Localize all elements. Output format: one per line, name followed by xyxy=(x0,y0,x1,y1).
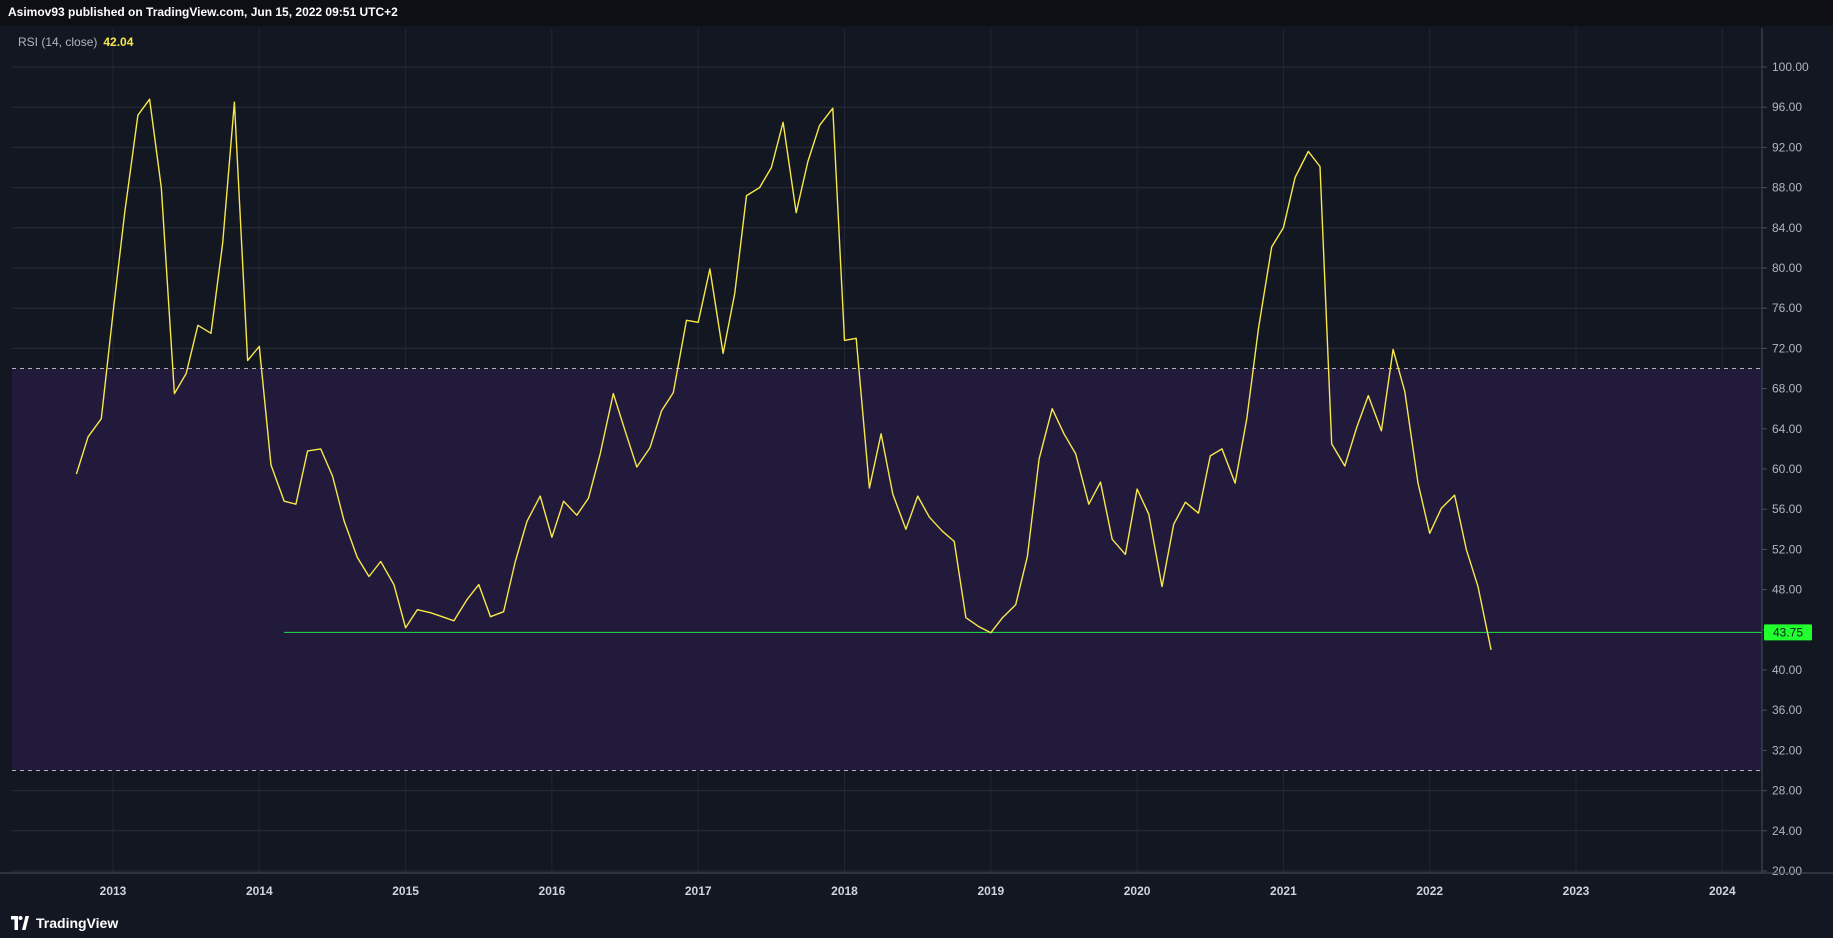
y-tick-label: 64.00 xyxy=(1772,422,1802,436)
x-tick-label: 2016 xyxy=(539,884,566,898)
y-tick-label: 36.00 xyxy=(1772,703,1802,717)
indicator-value: 42.04 xyxy=(103,35,134,49)
y-tick-label: 92.00 xyxy=(1772,140,1802,154)
y-tick-label: 100.00 xyxy=(1772,60,1809,74)
support-value-tag: 43.75 xyxy=(1764,624,1812,641)
band-fill xyxy=(12,368,1762,771)
x-tick-label: 2020 xyxy=(1124,884,1151,898)
y-tick-label: 68.00 xyxy=(1772,382,1802,396)
price-axis[interactable]: 100.00 96.00 92.00 88.00 84.00 80.00 76.00 72.0… xyxy=(1761,28,1809,878)
x-tick-label: 2014 xyxy=(246,884,273,898)
time-axis[interactable]: 2013 2014 2015 2016 2017 2018 2019 2020 2021 2022… xyxy=(0,872,1833,898)
rsi-line xyxy=(75,98,1492,651)
tradingview-logo-icon xyxy=(11,916,29,930)
y-tick-label: 72.00 xyxy=(1772,341,1802,355)
x-tick-label: 2022 xyxy=(1416,884,1443,898)
y-tick-label: 76.00 xyxy=(1772,301,1802,315)
y-tick-label: 28.00 xyxy=(1772,784,1802,798)
y-tick-label: 60.00 xyxy=(1772,462,1802,476)
y-tick-label: 24.00 xyxy=(1772,824,1802,838)
y-tick-label: 40.00 xyxy=(1772,663,1802,677)
support-tag-bg xyxy=(1764,624,1812,641)
y-tick-label: 56.00 xyxy=(1772,502,1802,516)
x-tick-label: 2013 xyxy=(100,884,127,898)
rsi-series xyxy=(75,98,1492,651)
y-tick-label: 52.00 xyxy=(1772,542,1802,556)
x-tick-label: 2023 xyxy=(1563,884,1590,898)
indicator-legend[interactable]: RSI (14, close) 42.04 xyxy=(18,35,133,49)
support-tag-label: 43.75 xyxy=(1773,625,1803,639)
x-tick-label: 2019 xyxy=(977,884,1004,898)
publish-bar: Asimov93 published on TradingView.com, J… xyxy=(0,0,1833,26)
y-tick-label: 84.00 xyxy=(1772,221,1802,235)
brand-name: TradingView xyxy=(36,915,119,931)
publish-info: Asimov93 published on TradingView.com, J… xyxy=(8,5,398,19)
indicator-label: RSI (14, close) xyxy=(18,35,98,49)
x-tick-label: 2015 xyxy=(392,884,419,898)
footer-bar: TradingView xyxy=(0,908,1833,938)
tradingview-logo[interactable]: TradingView xyxy=(10,915,118,931)
x-tick-label: 2017 xyxy=(685,884,712,898)
y-tick-label: 88.00 xyxy=(1772,181,1802,195)
x-tick-label: 2021 xyxy=(1270,884,1297,898)
overbought-oversold-band xyxy=(12,368,1762,771)
y-tick-label: 80.00 xyxy=(1772,261,1802,275)
y-tick-label: 20.00 xyxy=(1772,864,1802,878)
x-tick-label: 2024 xyxy=(1709,884,1736,898)
y-tick-label: 32.00 xyxy=(1772,743,1802,757)
y-tick-label: 48.00 xyxy=(1772,583,1802,597)
y-tick-label: 96.00 xyxy=(1772,100,1802,114)
x-tick-label: 2018 xyxy=(831,884,858,898)
